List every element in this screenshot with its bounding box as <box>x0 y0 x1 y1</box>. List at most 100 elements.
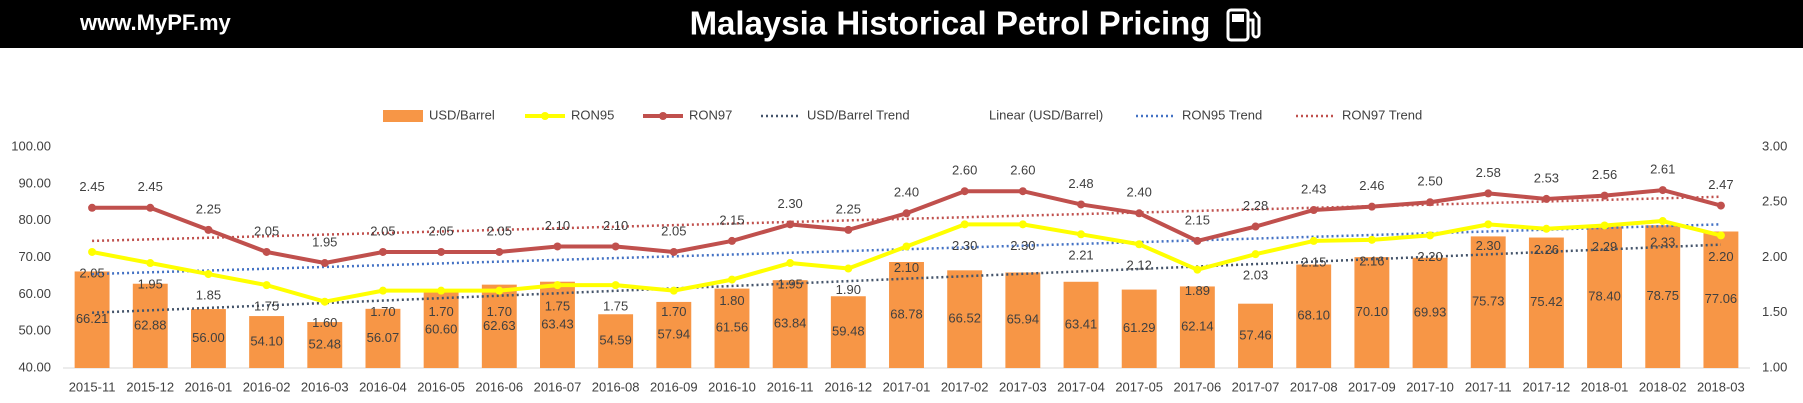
line-marker <box>320 297 329 306</box>
line-value-label: 1.85 <box>196 288 221 303</box>
y-tick-label: 50.00 <box>18 323 51 338</box>
bar <box>190 309 226 368</box>
line-marker <box>262 247 271 256</box>
line-marker <box>553 281 562 290</box>
legend-label: RON95 Trend <box>1182 107 1262 122</box>
bar <box>1645 225 1681 368</box>
line-value-label: 2.10 <box>894 260 919 275</box>
line-value-label: 2.05 <box>370 223 395 238</box>
line-value-label: 2.50 <box>1417 174 1442 189</box>
bar <box>947 270 983 368</box>
bar-value-label: 60.60 <box>425 321 458 336</box>
trendline <box>92 243 1721 314</box>
line-marker <box>1193 265 1202 274</box>
y2-tick-label: 1.50 <box>1762 304 1787 319</box>
bar-value-label: 54.10 <box>250 333 283 348</box>
bar-value-label: 77.06 <box>1705 291 1738 306</box>
x-tick-label: 2017-05 <box>1115 379 1163 394</box>
line-value-label: 1.75 <box>545 299 570 314</box>
x-tick-label: 2017-09 <box>1348 379 1396 394</box>
line-value-label: 1.70 <box>487 304 512 319</box>
bar <box>1121 289 1157 368</box>
line-marker <box>902 209 911 218</box>
x-tick-label: 2017-01 <box>883 379 931 394</box>
line-value-label: 1.95 <box>138 276 163 291</box>
line-value-label: 2.61 <box>1650 162 1675 177</box>
line-value-label: 2.29 <box>1592 239 1617 254</box>
line-value-label: 1.95 <box>777 276 802 291</box>
bar-value-label: 69.93 <box>1414 304 1447 319</box>
line-value-label: 2.20 <box>1708 249 1733 264</box>
line-value-label: 2.30 <box>777 196 802 211</box>
line-value-label: 1.80 <box>719 293 744 308</box>
bar-value-label: 56.00 <box>192 330 225 345</box>
line-value-label: 2.46 <box>1359 178 1384 193</box>
bar-value-label: 70.10 <box>1356 304 1389 319</box>
x-tick-label: 2017-11 <box>1465 379 1512 394</box>
line-value-label: 2.15 <box>1301 254 1326 269</box>
x-tick-label: 2017-08 <box>1290 379 1338 394</box>
line-value-label: 2.05 <box>254 223 279 238</box>
bar <box>656 301 692 368</box>
line-value-label: 2.47 <box>1708 177 1733 192</box>
y-tick-label: 40.00 <box>18 359 51 374</box>
x-tick-label: 2017-10 <box>1406 379 1454 394</box>
bar <box>1238 303 1273 368</box>
line-value-label: 2.10 <box>603 218 628 233</box>
line-value-label: 2.40 <box>1127 185 1152 200</box>
line-value-label: 2.28 <box>1243 198 1268 213</box>
line-marker <box>1426 198 1435 207</box>
line-value-label: 2.45 <box>138 179 163 194</box>
line-marker <box>786 220 795 229</box>
x-tick-label: 2015-12 <box>126 379 174 394</box>
line-marker <box>1251 250 1260 259</box>
line-value-label: 2.03 <box>1243 268 1268 283</box>
line-value-label: 1.60 <box>312 315 337 330</box>
bar <box>1296 264 1332 368</box>
line-marker <box>1193 236 1202 245</box>
bar-value-label: 61.29 <box>1123 320 1156 335</box>
bar <box>423 292 459 368</box>
line-marker <box>1309 205 1318 214</box>
y-tick-label: 80.00 <box>18 212 51 227</box>
line-marker <box>1542 194 1551 203</box>
header-bar <box>0 0 1803 48</box>
line-value-label: 2.05 <box>661 223 686 238</box>
x-tick-label: 2017-07 <box>1232 379 1280 394</box>
legend-label: USD/Barrel <box>429 107 495 122</box>
bar <box>481 284 517 368</box>
bar <box>1470 236 1506 368</box>
line-marker <box>204 270 213 279</box>
legend-label: RON97 Trend <box>1342 107 1422 122</box>
line-value-label: 1.89 <box>1185 283 1210 298</box>
bar-value-label: 62.63 <box>483 318 516 333</box>
chart-title: Malaysia Historical Petrol Pricing <box>690 5 1211 42</box>
line-value-label: 2.30 <box>1476 238 1501 253</box>
bar <box>714 288 750 368</box>
line-value-label: 2.05 <box>79 265 104 280</box>
x-tick-label: 2016-11 <box>767 379 814 394</box>
bar-value-label: 61.56 <box>716 320 749 335</box>
x-tick-label: 2016-05 <box>417 379 465 394</box>
legend-label: Linear (USD/Barrel) <box>989 107 1103 122</box>
x-tick-label: 2018-01 <box>1581 379 1629 394</box>
legend-label: USD/Barrel Trend <box>807 107 910 122</box>
line-value-label: 2.30 <box>952 238 977 253</box>
x-tick-label: 2017-04 <box>1057 379 1105 394</box>
bar-value-label: 68.10 <box>1297 308 1330 323</box>
line-value-label: 1.75 <box>603 299 628 314</box>
line-value-label: 2.40 <box>894 185 919 200</box>
bar-value-label: 66.52 <box>948 311 981 326</box>
legend-swatch <box>383 110 423 122</box>
line-marker <box>960 187 969 196</box>
x-tick-label: 2015-11 <box>69 379 116 394</box>
line-marker <box>786 259 795 268</box>
line-marker <box>727 236 736 245</box>
line-marker <box>1426 231 1435 240</box>
bar-value-label: 78.75 <box>1646 288 1679 303</box>
x-tick-label: 2018-02 <box>1639 379 1687 394</box>
line-marker <box>495 247 504 256</box>
y2-tick-label: 2.50 <box>1762 194 1787 209</box>
bar <box>830 296 866 368</box>
line-value-label: 1.70 <box>428 304 453 319</box>
